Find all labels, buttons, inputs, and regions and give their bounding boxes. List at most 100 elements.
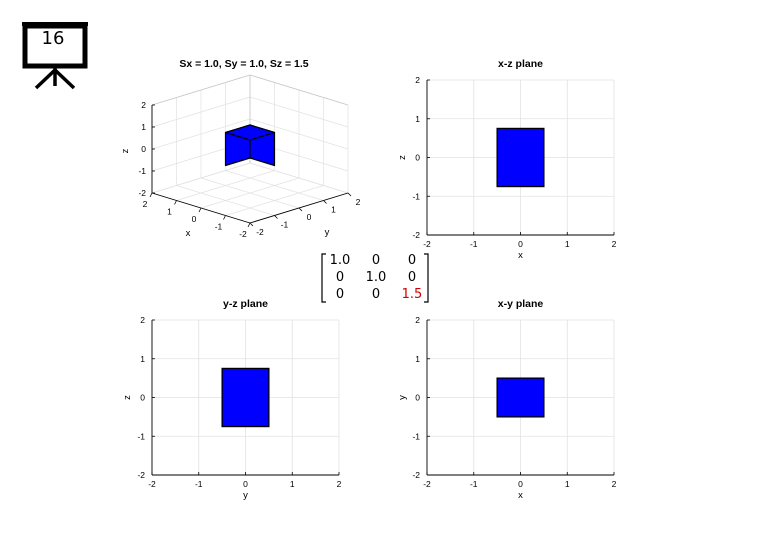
matrix-cell-1-2: 0 xyxy=(407,270,417,285)
yz-plane-plot: y-z plane -2 -1 0 1 2 -2 -1 0 1 2 y z xyxy=(122,298,342,501)
y-tick-label: 2 xyxy=(415,315,420,325)
x-tick-label: 2 xyxy=(337,479,342,489)
matrix-cell-1-0: 0 xyxy=(335,270,345,285)
cube-top-face xyxy=(224,124,276,141)
x-tick-label: 2 xyxy=(612,239,617,249)
y-tick xyxy=(274,215,278,219)
x-tick-label: 1 xyxy=(167,207,172,217)
x-tick xyxy=(149,192,153,198)
y-tick xyxy=(323,200,327,204)
matrix-brackets xyxy=(321,253,429,303)
x-tick-label: 2 xyxy=(612,479,617,489)
y-tick xyxy=(298,207,303,212)
matrix-cell-0-0: 1.0 xyxy=(329,253,351,268)
z-tick-label: -1 xyxy=(138,166,146,176)
matrix-cell-2-0: 0 xyxy=(335,287,345,302)
y-tick-label: -1 xyxy=(281,220,289,230)
x-tick-label: -1 xyxy=(195,479,203,489)
x-tick-label: -1 xyxy=(470,239,478,249)
y-axis-label: z xyxy=(122,395,133,400)
y-tick-label: -1 xyxy=(412,431,420,441)
plot-title: x-y plane xyxy=(498,298,544,310)
x-tick xyxy=(198,207,202,213)
z-tick-label: 1 xyxy=(141,122,146,132)
projected-box xyxy=(496,377,545,418)
plot-title: x-z plane xyxy=(498,58,543,70)
y-tick-label: 2 xyxy=(356,197,361,207)
back-wall-gridline xyxy=(151,96,251,128)
floor-gridline xyxy=(249,162,349,194)
box-edge xyxy=(151,74,251,106)
matrix-cell-0-1: 0 xyxy=(371,253,381,268)
slide-number: 16 xyxy=(41,28,65,49)
back-wall-gridline xyxy=(249,118,349,150)
back-wall-gridline xyxy=(249,96,349,128)
y-axis-label: y xyxy=(325,227,330,238)
y-tick-label: 2 xyxy=(415,75,420,85)
matrix-cell-0-2: 0 xyxy=(407,253,417,268)
y-tick-label: -1 xyxy=(137,431,145,441)
back-wall-gridline xyxy=(151,118,251,150)
x-axis-label: x xyxy=(186,228,191,239)
projected-box xyxy=(221,367,270,428)
xy-plane-plot: x-y plane -2 -1 0 1 2 -2 -1 0 1 2 x y xyxy=(397,298,617,501)
x-axis-label: x xyxy=(518,490,523,501)
y-tick-label: 1 xyxy=(415,114,420,124)
x-tick-label: 2 xyxy=(143,199,148,209)
scaling-matrix: 1.0 0 0 0 1.0 0 0 0 1.5 xyxy=(318,252,432,304)
x-tick xyxy=(174,200,177,205)
floor-gridline xyxy=(176,170,275,201)
floor-gridline xyxy=(225,170,324,201)
presentation-board-icon xyxy=(22,22,88,90)
y-tick-label: 0 xyxy=(415,393,420,403)
cube-3d-view: Sx = 1.0, Sy = 1.0, Sz = 1.5-2-1012-2-10… xyxy=(120,58,361,239)
x-tick-label: -2 xyxy=(423,479,431,489)
y-tick xyxy=(347,192,352,197)
projected-box xyxy=(496,127,545,188)
y-tick-label: -2 xyxy=(137,470,145,480)
z-tick-label: 0 xyxy=(141,144,146,154)
x-tick-label: 0 xyxy=(518,239,523,249)
y-tick-label: 0 xyxy=(415,153,420,163)
x-tick-label: -1 xyxy=(215,222,223,232)
plot-title: Sx = 1.0, Sy = 1.0, Sz = 1.5 xyxy=(179,58,308,70)
x-axis-label: x xyxy=(518,250,523,261)
y-tick-label: 1 xyxy=(331,205,336,215)
x-tick-label: 0 xyxy=(192,214,197,224)
x-axis-label: y xyxy=(243,490,248,501)
y-tick xyxy=(249,222,254,227)
x-tick-label: 0 xyxy=(243,479,248,489)
y-tick-label: -2 xyxy=(412,470,420,480)
plot-title: y-z plane xyxy=(223,298,268,310)
y-tick-label: 0 xyxy=(307,212,312,222)
x-tick-label: -2 xyxy=(423,239,431,249)
matrix-cell-2-2: 1.5 xyxy=(401,287,423,302)
x-tick-label: -2 xyxy=(148,479,156,489)
box-edge xyxy=(249,74,349,106)
y-tick-label: 1 xyxy=(415,354,420,364)
z-axis-label: z xyxy=(120,148,131,153)
floor-gridline xyxy=(151,162,251,194)
xz-plane-plot: x-z plane -2 -1 0 1 2 -2 -1 0 1 2 x z xyxy=(397,58,617,261)
y-tick-label: 1 xyxy=(140,354,145,364)
matrix-cell-1-1: 1.0 xyxy=(365,270,387,285)
z-tick-label: 2 xyxy=(141,100,146,110)
y-axis-label: y xyxy=(397,395,408,400)
x-tick-label: -1 xyxy=(470,479,478,489)
z-tick-label: -2 xyxy=(138,188,146,198)
x-tick-label: 1 xyxy=(565,239,570,249)
y-tick-label: 0 xyxy=(140,393,145,403)
y-tick-label: -2 xyxy=(412,230,420,240)
floor-gridline xyxy=(200,177,300,209)
x-tick-label: -2 xyxy=(239,229,247,239)
x-tick-label: 1 xyxy=(290,479,295,489)
x-tick xyxy=(223,215,226,220)
x-tick xyxy=(247,222,251,228)
x-tick-label: 1 xyxy=(565,479,570,489)
matrix-cell-2-1: 0 xyxy=(371,287,381,302)
y-tick-label: 2 xyxy=(140,315,145,325)
y-tick-label: -2 xyxy=(256,227,264,237)
x-tick-label: 0 xyxy=(518,479,523,489)
y-tick-label: -1 xyxy=(412,191,420,201)
y-axis-label: z xyxy=(397,155,408,160)
